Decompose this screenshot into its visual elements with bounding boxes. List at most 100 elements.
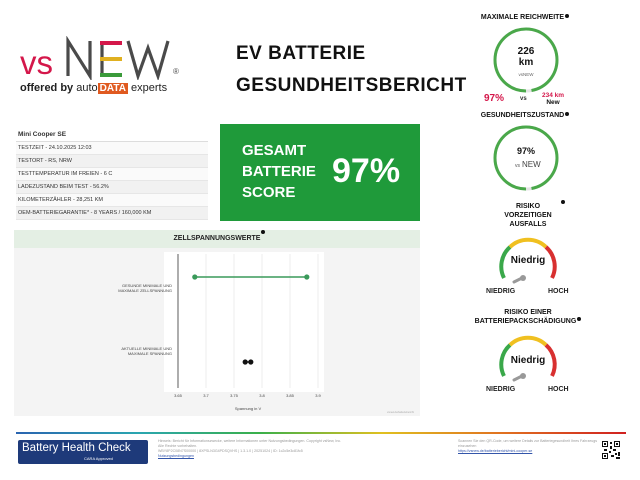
info-row-warranty: OEM-BATTERIEGARANTIE* - 8 YEARS / 160,00… — [16, 207, 208, 220]
chart-source: vsnew.de/batteriebericht — [387, 411, 414, 414]
qr-note-line1: Scannen Sie den QR-Code, um weitere Deta… — [458, 439, 598, 443]
risk-damage-low: NIEDRIG — [486, 386, 516, 393]
max-range-ring: 226 km vsNEW — [493, 27, 559, 93]
gauge1-green-arc — [499, 245, 512, 279]
range-ring-fill — [493, 27, 559, 93]
max-range-title: MAXIMALE REICHWEITE — [470, 14, 580, 21]
max-range-title-text: MAXIMALE REICHWEITE — [480, 14, 565, 21]
footer-rainbow-divider — [16, 432, 626, 434]
qr-note-line2: einzusehen — [458, 444, 477, 448]
cell-voltage-title: ZELLSPANNUNGSWERTE — [173, 235, 261, 242]
risk-failure-info-icon-wrap — [560, 200, 565, 207]
cell-voltage-chart: GESUNDE MINIMALE UND MAXIMALE ZELLSPANNU… — [118, 252, 414, 414]
bhc-title: Battery Health Check — [22, 442, 131, 454]
gauge1-needle-hub — [520, 275, 526, 281]
chart-x-tick-label: 3.7 — [203, 393, 209, 398]
health-brand: NEW — [522, 160, 541, 169]
autodata-auto: auto — [76, 82, 98, 94]
vehicle-info-table: Mini Cooper SE TESTZEIT - 24.10.2025 12:… — [16, 128, 208, 220]
logo-vs: vs — [20, 44, 53, 80]
row2-label-b: MAXIMALE SPANNUNG — [128, 351, 172, 356]
risk-damage-title: RISIKO EINER BATTERIEPACKSCHÄDIGUNG — [470, 308, 586, 326]
offered-by-text: offered by — [20, 82, 74, 94]
score-label-line1: GESAMT — [242, 142, 307, 159]
gauge1-red-arc — [544, 245, 557, 279]
chart-x-tick-label: 3.65 — [174, 393, 183, 398]
series-endpoint — [248, 359, 254, 365]
gauge2-green-arc — [499, 343, 512, 377]
logo-reg: ® — [173, 67, 179, 76]
info-row-outdoor-temp: TESTTEMPERATUR IM FREIEN - 6 C — [16, 168, 208, 181]
footer-qr-note: Scannen Sie den QR-Code, um weitere Deta… — [458, 439, 598, 454]
range-brand: vsNEW — [519, 72, 535, 77]
gauge2-yellow-arc — [508, 335, 548, 347]
series-endpoint — [304, 274, 310, 280]
series-endpoint — [242, 359, 248, 365]
chart-x-tick-label: 3.9 — [315, 393, 321, 398]
report-title-line1: EV BATTERIE — [236, 43, 366, 64]
overall-score-box: GESAMT BATTERIE SCORE 97% — [220, 124, 420, 221]
chart-series — [192, 274, 310, 365]
health-info-icon[interactable] — [565, 112, 570, 116]
disclaimer-line1: Hinweis: Bericht für Informationszwecke,… — [158, 439, 342, 443]
score-label-line2: BATTERIE — [242, 163, 316, 180]
qr-code-icon[interactable] — [601, 440, 621, 460]
range-vs: vs — [520, 96, 527, 102]
footer-disclaimer: Hinweis: Bericht für Informationszwecke,… — [158, 439, 408, 459]
logo-n-mark — [66, 36, 92, 80]
info-row-odometer: KILOMETERZÄHLER - 28,251 KM — [16, 194, 208, 207]
info-row-test-location: TESTORT - RS, NRW — [16, 155, 208, 168]
info-row-test-time: TESTZEIT - 24.10.2025 12:03 — [16, 142, 208, 155]
risk-damage-info-icon[interactable] — [577, 317, 582, 321]
risk-damage-gauge: Niedrig — [499, 335, 557, 382]
risk-failure-level: Niedrig — [511, 255, 545, 266]
gauge1-yellow-arc — [508, 237, 548, 249]
series-endpoint — [192, 274, 198, 280]
risk-damage-level: Niedrig — [511, 355, 545, 366]
health-vs: vs — [515, 163, 521, 169]
disclaimer-terms-link[interactable]: Nutzungsbedingungen — [158, 454, 194, 458]
chart-x-label: Spannung in V — [235, 406, 262, 411]
chart-x-tick-label: 3.8 — [259, 393, 265, 398]
health-title-text: GESUNDHEITSZUSTAND — [480, 112, 565, 119]
cell-voltage-info-icon[interactable] — [261, 230, 266, 234]
report-title: EV BATTERIE GESUNDHEITSBERICHT — [236, 38, 467, 102]
vsnew-logo: vs ® offered by auto DATA experts — [20, 36, 220, 106]
row2-label-a: AKTUELLE MINIMALE UND — [121, 346, 172, 351]
autodata-data: DATA — [97, 83, 128, 94]
range-new-value: 234 km — [541, 92, 565, 99]
logo-w-mark — [126, 40, 170, 80]
health-ring: 97% vs NEW — [493, 125, 559, 191]
report-title-line2: GESUNDHEITSBERICHT — [236, 75, 467, 96]
risk-failure-gauge: Niedrig — [499, 237, 557, 284]
health-ring-fill — [493, 125, 559, 191]
risk-failure-title: RISIKO VORZEITIGEN AUSFALLS — [490, 202, 566, 229]
range-new-block: 234 km New — [536, 92, 570, 106]
risk-failure-title-b: VORZEITIGEN — [504, 212, 552, 219]
chart-x-ticks: 3.65 3.7 3.75 3.8 3.85 3.9 — [174, 393, 321, 398]
battery-health-check-badge: Battery Health Check CARA Approved — [18, 440, 148, 464]
max-range-info-icon[interactable] — [565, 14, 570, 18]
risk-failure-info-icon[interactable] — [561, 200, 565, 204]
risk-damage-title-b: BATTERIEPACKSCHÄDIGUNG — [474, 318, 577, 325]
autodata-experts: experts — [131, 82, 168, 94]
vehicle-model: Mini Cooper SE — [16, 128, 208, 142]
risk-damage-title-a: RISIKO EINER — [504, 309, 552, 316]
qr-note-link[interactable]: https://vsnew.de/batteriebericht/mini-co… — [458, 449, 533, 453]
range-unit: km — [519, 57, 534, 68]
health-value: 97% — [517, 146, 535, 156]
gauge2-red-arc — [544, 343, 557, 377]
gauge2-needle-hub — [520, 373, 526, 379]
chart-x-tick-label: 3.75 — [230, 393, 239, 398]
health-title: GESUNDHEITSZUSTAND — [470, 112, 580, 119]
range-new-label: New — [546, 99, 560, 106]
chart-plot-bg — [164, 252, 324, 392]
score-label-line3: SCORE — [242, 184, 296, 201]
overall-score-value: 97% — [332, 152, 401, 190]
risk-failure-title-c: AUSFALLS — [509, 221, 547, 228]
range-pct: 97% — [484, 93, 505, 104]
overall-score-label: GESAMT BATTERIE SCORE — [242, 140, 316, 203]
risk-failure-high: HOCH — [548, 288, 569, 295]
disclaimer-line2: Alle Rechte vorbehalten. — [158, 444, 198, 448]
vsnew-logo-mark: vs ® — [20, 36, 179, 80]
